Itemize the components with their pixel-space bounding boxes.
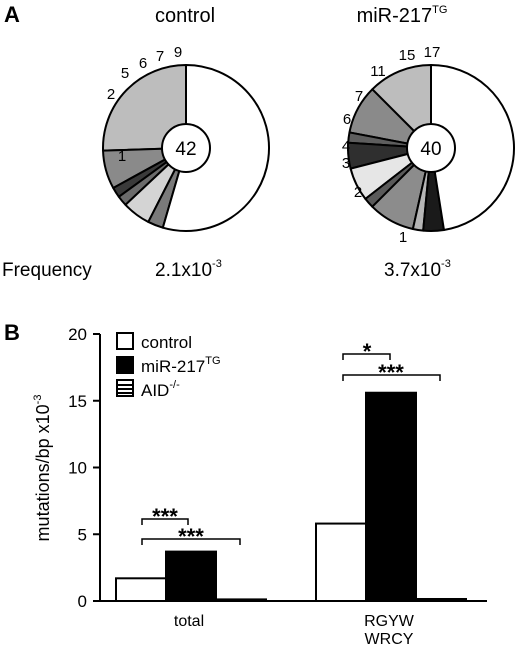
pie-control-slice-7: [161, 64, 270, 232]
y-tick-label-5: 5: [78, 525, 87, 544]
y-ticks: 0 5 10 15 20: [68, 325, 100, 611]
frequency-mir: 3.7x10-3: [384, 258, 451, 281]
sig-total-control-mir: ***: [152, 504, 178, 529]
y-axis-label-sup: -3: [32, 395, 44, 405]
y-axis-label-main: mutations/bp x10: [33, 404, 53, 541]
pie-control-slice-1: [102, 64, 187, 152]
y-axis-label: mutations/bp x10-3: [32, 395, 53, 542]
panel-b-label: B: [4, 320, 20, 345]
pie-mir-slice-10: [430, 64, 515, 231]
slice-label-mir-1: 1: [399, 229, 407, 246]
sig-total-control-aid: ***: [178, 524, 204, 549]
y-tick-label-15: 15: [68, 392, 87, 411]
legend-label-control: control: [141, 333, 192, 352]
slice-label-mir-11: 11: [370, 63, 386, 80]
legend-label-aid: AID-/-: [141, 379, 180, 400]
slice-label-mir-2: 2: [354, 184, 362, 201]
bar-rgyw-wrcy-aid: [415, 597, 467, 602]
pie-title-control: control: [155, 5, 215, 27]
slice-label-mir-7: 7: [355, 88, 363, 105]
y-tick-label-10: 10: [68, 459, 87, 478]
panel-a-label: A: [4, 2, 20, 27]
bracket-total-control-aid: [141, 538, 241, 545]
bar-rgyw-wrcy-mir217: [365, 391, 417, 602]
frequency-control-value: 2.1x10: [155, 260, 212, 281]
slice-label-control-9: 9: [174, 44, 182, 61]
y-tick-label-0: 0: [78, 592, 87, 611]
sig-rgyw-control-mir: *: [363, 339, 372, 364]
legend-label-mir-sup: TG: [205, 355, 220, 367]
frequency-mir-exp: -3: [441, 258, 451, 270]
slice-label-control-7: 7: [156, 48, 164, 65]
legend-swatch-aid: [116, 379, 134, 397]
slice-label-control-1: 1: [118, 148, 126, 165]
category-label-rgyw: RGYW: [364, 613, 415, 630]
slice-label-mir-15: 15: [399, 47, 416, 64]
frequency-control: 2.1x10-3: [155, 258, 222, 281]
bars: [115, 391, 467, 603]
bracket-total-control-mir: [141, 518, 189, 525]
pie-center-mir: [406, 123, 456, 173]
slice-label-mir-4: 4: [342, 138, 350, 155]
category-label-total: total: [174, 613, 204, 630]
bar-total-mir217: [165, 550, 217, 602]
slice-label-control-6: 6: [139, 55, 147, 72]
pie-center-control: [161, 123, 211, 173]
legend-label-aid-main: AID: [141, 381, 169, 400]
bracket-rgyw-control-aid: [342, 374, 441, 381]
pie-mir-slice-1: [371, 64, 432, 149]
bar-total-control: [115, 577, 167, 602]
slice-label-mir-6: 6: [343, 111, 351, 128]
frequency-mir-value: 3.7x10: [384, 260, 441, 281]
pie-center-value-control: 42: [175, 139, 196, 160]
legend-label-mir: miR-217TG: [141, 355, 221, 376]
slice-label-control-2: 2: [107, 86, 115, 103]
frequency-control-exp: -3: [212, 258, 222, 270]
category-label-wrcy: WRCY: [365, 631, 414, 648]
pie-title-mir217-sup: TG: [432, 4, 447, 16]
frequency-label: Frequency: [2, 260, 92, 281]
legend-swatch-control: [116, 332, 134, 350]
pie-center-value-mir: 40: [420, 139, 441, 160]
legend-label-mir-main: miR-217: [141, 357, 205, 376]
bar-rgyw-wrcy-control: [315, 522, 367, 603]
bar-total-aid: [215, 598, 267, 603]
y-tick-label-20: 20: [68, 325, 87, 344]
slice-label-mir-3: 3: [342, 155, 350, 172]
bracket-rgyw-control-mir: [342, 353, 391, 360]
pie-title-mir217: miR-217TG: [357, 4, 448, 27]
pie-title-mir217-main: miR-217: [357, 5, 433, 27]
slice-label-control-5: 5: [121, 65, 129, 82]
legend-label-aid-sup: -/-: [169, 379, 180, 391]
slice-label-mir-17: 17: [424, 44, 441, 61]
sig-rgyw-control-aid: ***: [378, 360, 404, 385]
legend-swatch-mir: [116, 356, 134, 374]
